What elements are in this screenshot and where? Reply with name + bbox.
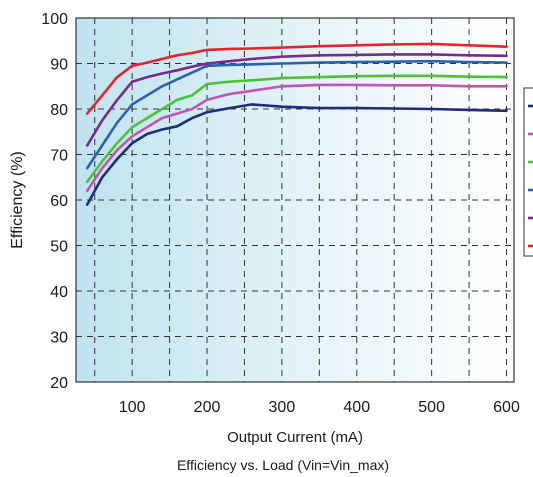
- legend-box: [523, 87, 533, 257]
- y-tick-labels: 20 30 40 50 60 70 80 90 100: [41, 11, 68, 392]
- series-line-2: [85, 83, 508, 193]
- series-line-6: [85, 42, 508, 115]
- y-axis-label: Efficiency (%): [9, 151, 26, 249]
- series-line-4: [85, 59, 508, 170]
- series-line-1: [85, 103, 508, 206]
- y-tick-label: 100: [41, 11, 68, 28]
- y-tick-label: 40: [50, 284, 68, 301]
- y-tick-label: 90: [50, 57, 68, 74]
- series-line-5: [85, 53, 508, 147]
- x-tick-label: 400: [343, 399, 370, 416]
- plot-background: [76, 18, 514, 382]
- y-tick-label: 30: [50, 330, 68, 347]
- x-tick-label: 600: [493, 399, 520, 416]
- legend: [523, 87, 533, 257]
- x-tick-labels: 100 200 300 400 500 600: [119, 399, 520, 416]
- x-tick-label: 200: [194, 399, 221, 416]
- x-tick-label: 100: [119, 399, 146, 416]
- y-tick-label: 70: [50, 148, 68, 165]
- y-tick-label: 80: [50, 102, 68, 119]
- y-tick-label: 60: [50, 193, 68, 210]
- y-tick-label: 50: [50, 239, 68, 256]
- x-tick-label: 300: [269, 399, 296, 416]
- y-tick-label: 20: [50, 375, 68, 392]
- plot-frame: [75, 17, 515, 383]
- x-axis-label: Output Current (mA): [227, 429, 363, 446]
- series-line-3: [85, 74, 508, 184]
- x-tick-label: 500: [418, 399, 445, 416]
- series-lines: [85, 42, 508, 206]
- chart-caption: Efficiency vs. Load (Vin=Vin_max): [177, 457, 389, 473]
